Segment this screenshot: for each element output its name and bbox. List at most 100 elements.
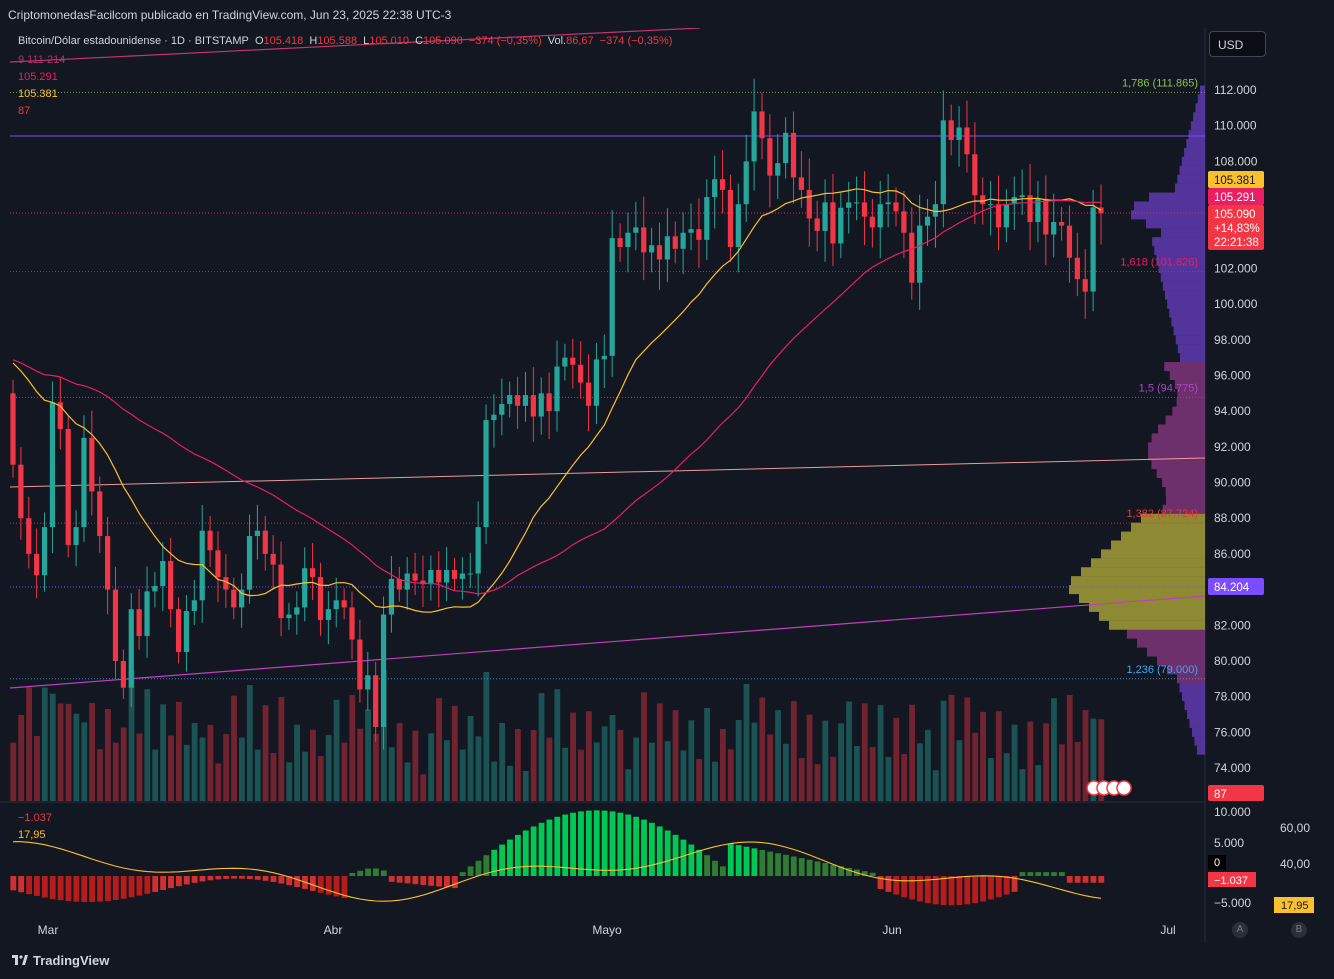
volume-bar — [514, 729, 521, 801]
volume-bar — [735, 720, 742, 801]
price-tick-label: 102.000 — [1214, 261, 1258, 275]
volume-bar — [168, 735, 174, 801]
volume-bar — [246, 685, 253, 801]
volume-profile-bar — [1165, 495, 1205, 505]
volume-bar — [948, 694, 955, 801]
volume-bar — [262, 705, 269, 801]
volume-profile-bar — [1071, 576, 1205, 586]
oscillator-bar — [783, 854, 789, 876]
oscillator-bar — [160, 876, 166, 891]
candle — [1043, 198, 1049, 235]
volume-bar — [49, 693, 56, 801]
oscillator-bar — [664, 830, 671, 876]
symbol-title[interactable]: Bitcoin/Dólar estadounidense · 1D · BITS… — [18, 35, 249, 47]
volume-bar — [672, 710, 679, 801]
osc-right-tick: 40,00 — [1280, 857, 1310, 871]
candle — [546, 393, 552, 412]
volume-bar — [239, 737, 245, 801]
oscillator-bar — [1011, 876, 1018, 892]
candle — [57, 402, 63, 429]
oscillator-bar — [735, 845, 742, 876]
candle — [554, 366, 560, 412]
last-price-tag-text: +14,83% — [1214, 223, 1260, 235]
high-label: H — [309, 35, 318, 47]
candle — [41, 527, 48, 576]
volume-bar — [475, 736, 482, 801]
oscillator-bar — [830, 864, 837, 876]
oscillator-bar — [436, 876, 442, 887]
volume-profile-bar — [1131, 522, 1205, 532]
time-tick-label: Abr — [324, 923, 343, 937]
oscillator-bar — [617, 812, 624, 876]
oscillator-bar — [1043, 872, 1050, 876]
currency-button[interactable]: USD — [1209, 31, 1266, 57]
indicator-line-1: 9 111 214 — [18, 54, 66, 66]
oscillator-bar — [499, 844, 506, 876]
volume-bar — [404, 762, 411, 801]
candle — [712, 179, 718, 198]
volume-bar — [89, 703, 96, 801]
volume-profile-bar — [1079, 594, 1205, 603]
oscillator-bar — [65, 876, 72, 902]
candle — [73, 527, 79, 545]
oscillator-bar — [1066, 876, 1073, 883]
volume-bar — [562, 747, 569, 801]
volume-profile-bar — [1181, 156, 1205, 166]
volume-profile-bar — [1194, 736, 1205, 746]
volume-profile-bar — [1192, 727, 1205, 737]
publisher-caption: CriptomonedasFacilcom publicado en Tradi… — [8, 8, 452, 22]
candle — [365, 675, 371, 690]
oscillator-bar — [483, 855, 490, 876]
volume-bar — [995, 711, 1002, 801]
volume-bar — [767, 734, 774, 801]
oscillator-bar — [112, 876, 119, 900]
candle — [601, 355, 607, 360]
candle — [869, 216, 875, 228]
volume-bar — [499, 723, 506, 801]
auto-scale-button[interactable]: A — [1232, 922, 1248, 938]
price-chart[interactable]: 1,786 (111.865) 1,618 (101.826) 1,5 (94.77… — [0, 28, 1334, 943]
volume-profile-bar — [1137, 638, 1205, 648]
volume-profile-bar — [1157, 656, 1205, 666]
candle — [885, 202, 891, 205]
volume-profile-bar — [1184, 701, 1205, 711]
candle — [10, 393, 16, 465]
volume-bar — [853, 746, 860, 801]
tradingview-brand[interactable]: TradingView — [33, 953, 110, 968]
log-scale-button[interactable]: B — [1291, 922, 1307, 938]
volume-bar — [917, 743, 923, 801]
candle — [309, 568, 316, 578]
candle — [901, 211, 907, 233]
oscillator-bar — [136, 876, 143, 896]
candle — [380, 614, 387, 727]
oscillator-bar — [404, 876, 411, 884]
oscillator-bar — [924, 876, 931, 904]
osc-signal-tag — [1274, 897, 1314, 913]
oscillator-bar — [475, 860, 482, 876]
candle — [909, 232, 915, 283]
volume-bar — [41, 687, 48, 801]
candle — [34, 553, 40, 576]
oscillator-bar — [341, 876, 348, 898]
volume-bar — [412, 730, 419, 801]
change-value: −374 (−0,35%) — [468, 35, 542, 47]
candle — [790, 132, 797, 178]
oscillator-bar — [1098, 876, 1105, 883]
candle — [459, 573, 465, 579]
volume-profile-bar — [1172, 406, 1205, 416]
oscillator-bar — [262, 876, 269, 881]
volume-profile-bar — [1109, 620, 1205, 630]
oscillator-bar — [806, 859, 813, 876]
oscillator-bar — [459, 872, 466, 876]
candle — [428, 569, 434, 585]
oscillator-bar — [601, 810, 608, 876]
volume-bar — [207, 724, 214, 801]
candle — [727, 189, 734, 248]
volume-profile-bar — [1193, 112, 1205, 122]
volume-bar — [570, 712, 576, 801]
volume-bar — [444, 740, 450, 801]
volume-bar — [1082, 710, 1089, 801]
oscillator-bar — [270, 876, 277, 883]
tradingview-logo-icon — [12, 955, 28, 965]
price-tick-label: 92.000 — [1214, 440, 1251, 454]
